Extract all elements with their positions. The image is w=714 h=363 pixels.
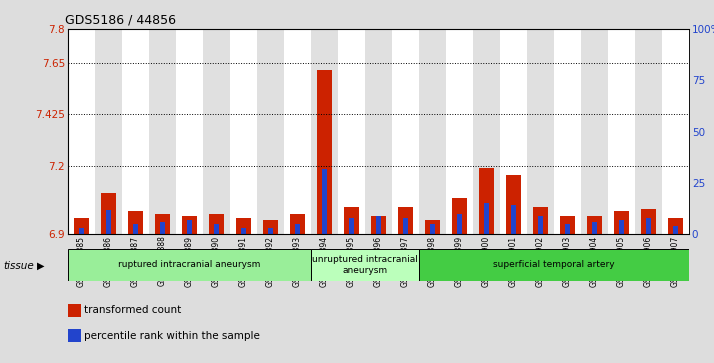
Bar <box>473 29 500 234</box>
Bar <box>533 207 548 234</box>
Bar <box>511 205 516 234</box>
Bar <box>133 224 138 234</box>
Bar <box>176 29 203 234</box>
Bar <box>230 29 257 234</box>
Bar <box>560 216 575 234</box>
Bar <box>506 175 521 234</box>
Bar <box>554 29 581 234</box>
Bar <box>419 29 446 234</box>
Bar <box>479 168 494 234</box>
Bar <box>538 216 543 234</box>
Bar <box>241 228 246 234</box>
Bar <box>311 249 419 281</box>
Bar <box>68 249 311 281</box>
Bar <box>425 220 440 234</box>
Bar <box>155 213 170 234</box>
Bar <box>662 29 689 234</box>
Bar <box>457 213 462 234</box>
Bar <box>673 226 678 234</box>
Bar <box>668 218 683 234</box>
Bar <box>371 216 386 234</box>
Bar <box>646 218 651 234</box>
Bar <box>257 29 284 234</box>
Bar <box>392 29 419 234</box>
Bar <box>338 29 365 234</box>
Text: ▶: ▶ <box>37 261 45 271</box>
Bar <box>500 29 527 234</box>
Bar <box>344 207 359 234</box>
Text: tissue: tissue <box>4 261 34 271</box>
Bar <box>452 198 467 234</box>
Bar <box>311 29 338 234</box>
Bar <box>608 29 635 234</box>
Bar <box>182 216 197 234</box>
Bar <box>160 222 165 234</box>
Bar <box>295 224 300 234</box>
Bar <box>317 70 332 234</box>
Bar <box>68 29 95 234</box>
Text: GDS5186 / 44856: GDS5186 / 44856 <box>65 13 176 26</box>
Bar <box>403 218 408 234</box>
Bar <box>74 218 89 234</box>
Bar <box>203 29 230 234</box>
Bar <box>376 216 381 234</box>
Text: unruptured intracranial
aneurysm: unruptured intracranial aneurysm <box>312 255 418 275</box>
Bar <box>79 228 84 234</box>
Bar <box>446 29 473 234</box>
Bar <box>187 220 192 234</box>
Text: percentile rank within the sample: percentile rank within the sample <box>84 331 260 341</box>
Bar <box>398 207 413 234</box>
Bar <box>349 218 354 234</box>
Bar <box>236 218 251 234</box>
Bar <box>214 224 218 234</box>
Bar <box>268 228 273 234</box>
Bar <box>322 168 327 234</box>
Bar <box>95 29 122 234</box>
Bar <box>419 249 689 281</box>
Bar <box>641 209 656 234</box>
Bar <box>614 211 629 234</box>
Bar <box>149 29 176 234</box>
Bar <box>263 220 278 234</box>
Text: transformed count: transformed count <box>84 305 181 315</box>
Bar <box>484 203 489 234</box>
Bar <box>128 211 143 234</box>
Bar <box>365 29 392 234</box>
Bar <box>527 29 554 234</box>
Text: superficial temporal artery: superficial temporal artery <box>493 261 615 269</box>
Bar <box>430 224 435 234</box>
Bar <box>592 222 597 234</box>
Bar <box>209 213 223 234</box>
Bar <box>619 220 624 234</box>
Bar <box>587 216 602 234</box>
Text: ruptured intracranial aneurysm: ruptured intracranial aneurysm <box>119 261 261 269</box>
Bar <box>290 213 305 234</box>
Bar <box>101 193 116 234</box>
Bar <box>635 29 662 234</box>
Bar <box>106 209 111 234</box>
Bar <box>122 29 149 234</box>
Bar <box>581 29 608 234</box>
Bar <box>284 29 311 234</box>
Bar <box>565 224 570 234</box>
